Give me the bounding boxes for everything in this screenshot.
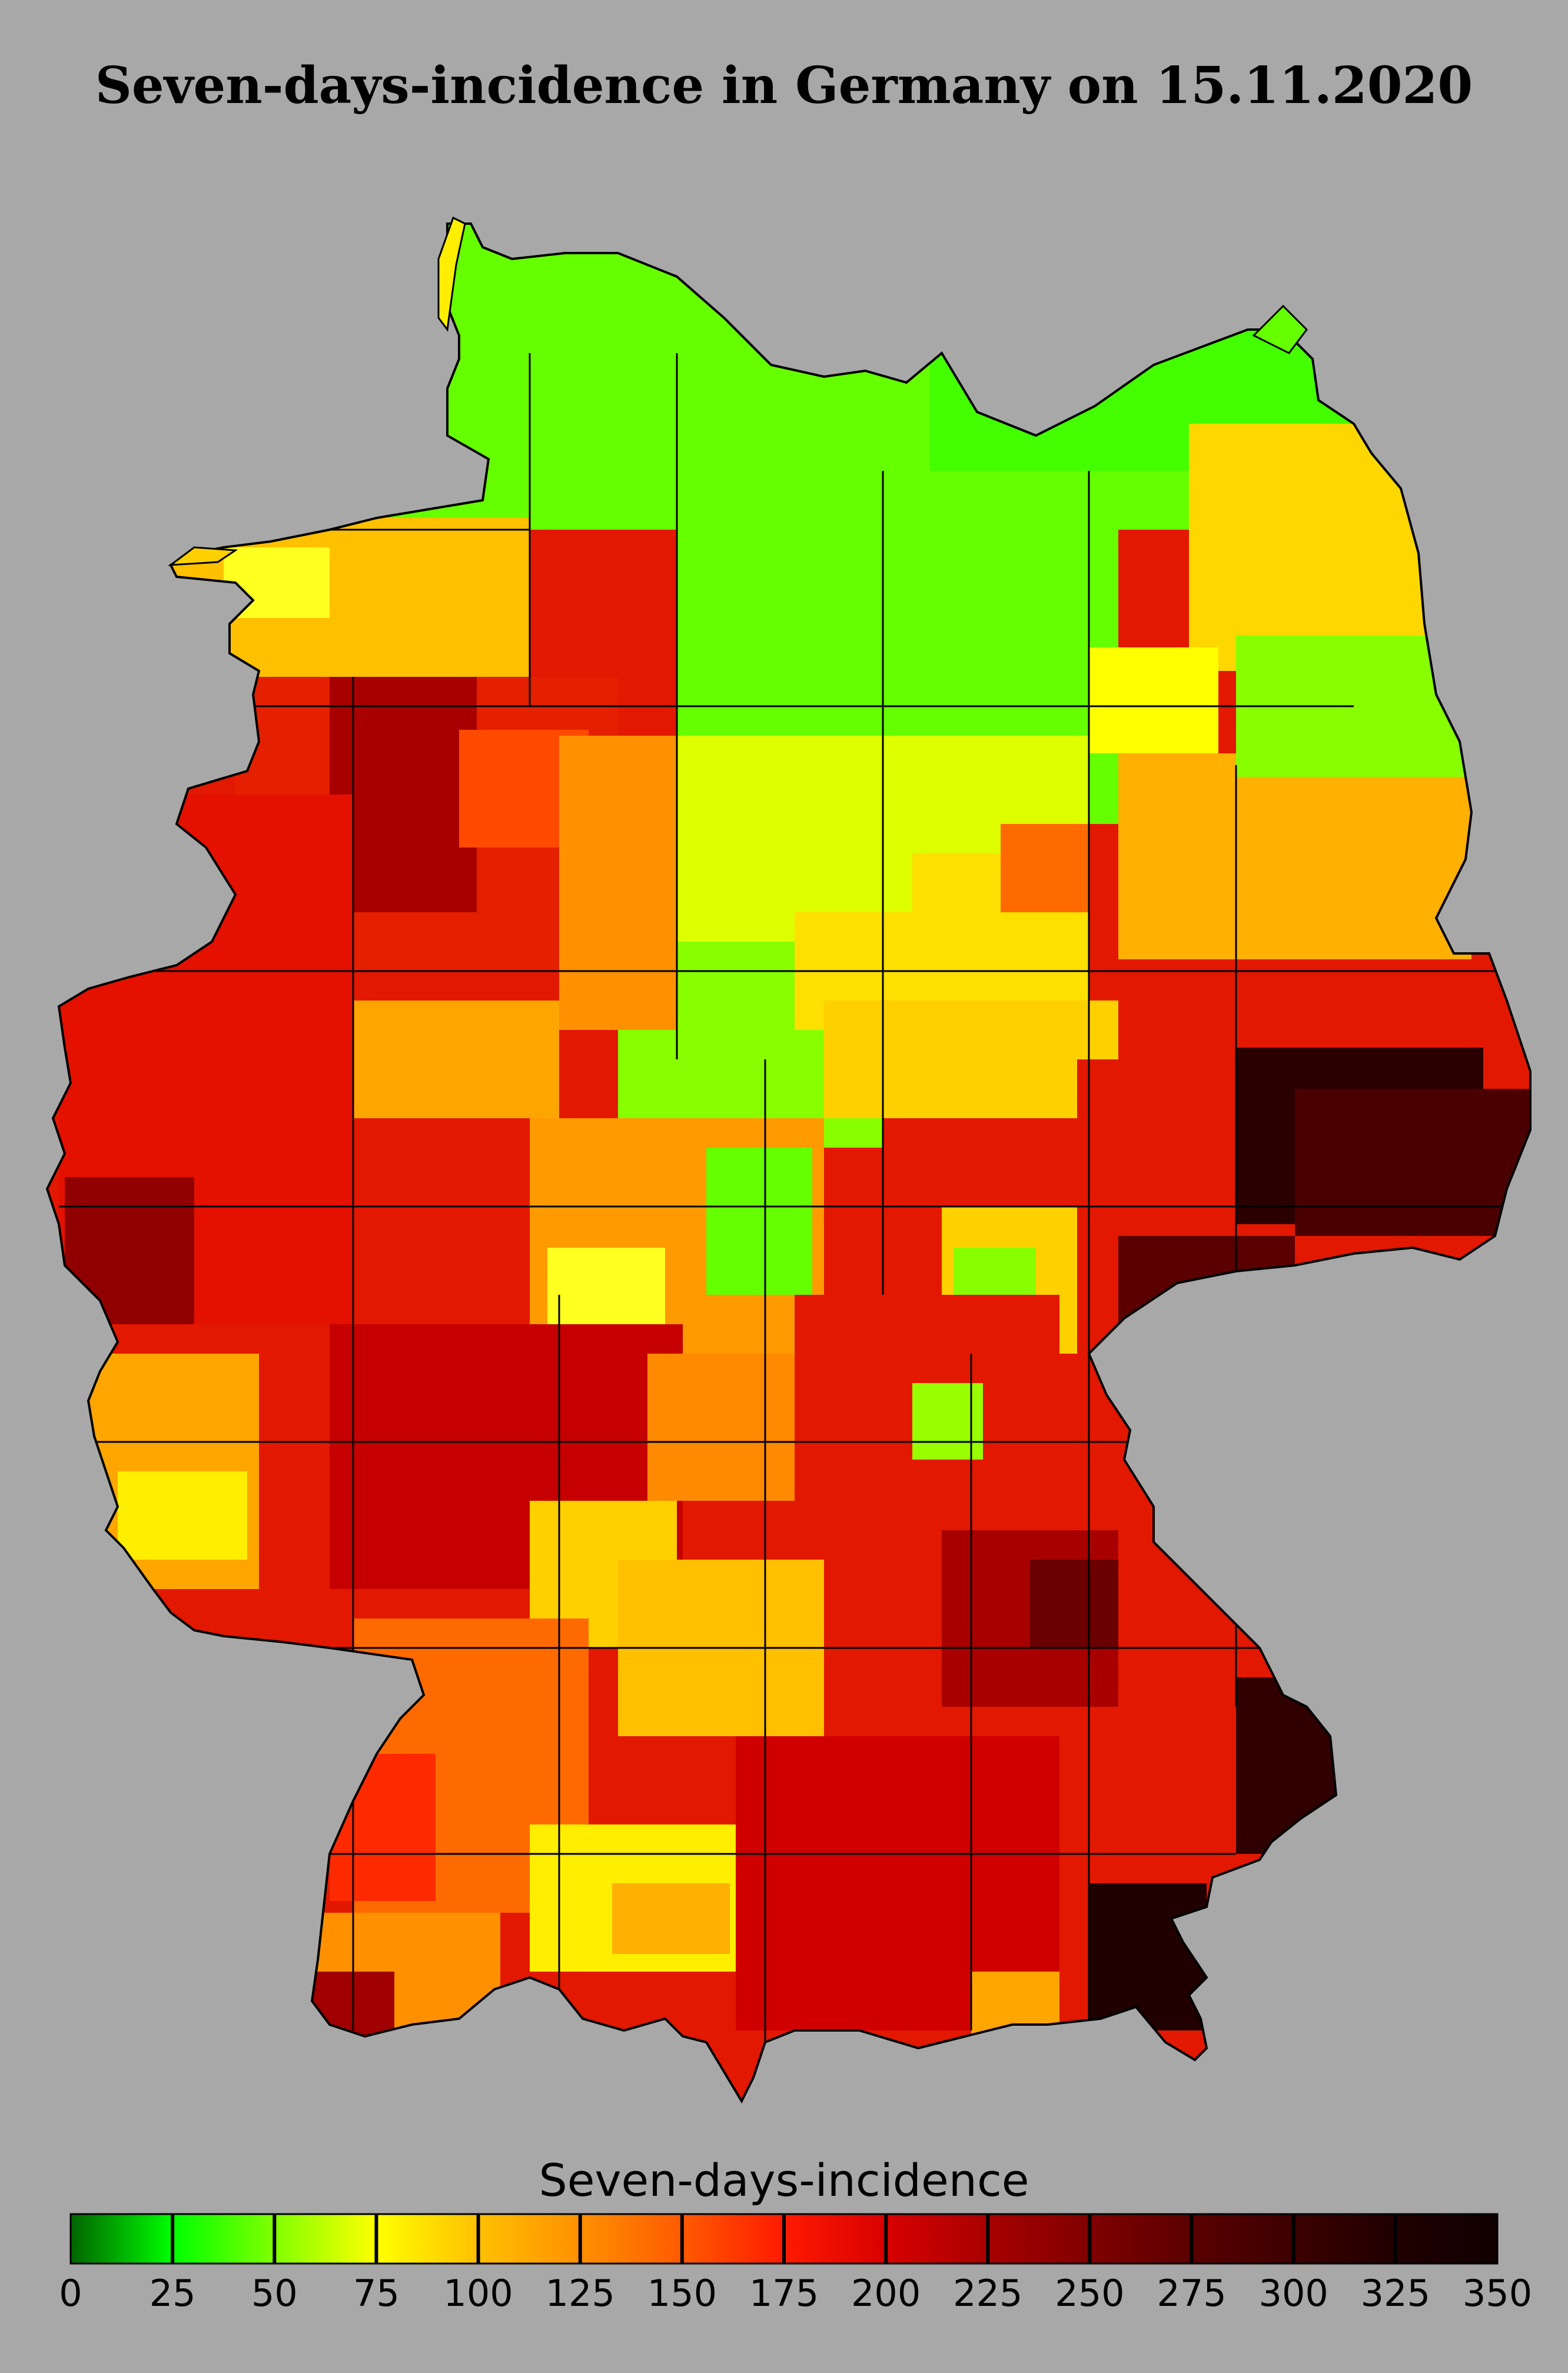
legend-tick-label: 300 <box>1259 2272 1328 2315</box>
legend-tick-label: 175 <box>749 2272 819 2315</box>
legend-tick-label: 325 <box>1361 2272 1430 2315</box>
legend-tick-label: 150 <box>647 2272 717 2315</box>
legend-tick-label: 225 <box>953 2272 1022 2315</box>
legend-tick-label: 350 <box>1463 2272 1532 2315</box>
legend-title: Seven-days-incidence <box>539 2154 1029 2206</box>
legend-tick-label: 75 <box>353 2272 400 2315</box>
legend-tick-label: 275 <box>1157 2272 1226 2315</box>
legend-tick-label: 200 <box>851 2272 921 2315</box>
legend-tick-label: 125 <box>546 2272 615 2315</box>
country-outline <box>45 222 1532 2104</box>
legend-ticks: 0 25 50 75 100 125 150 175 200 225 250 275 300 325 350 <box>59 2214 1532 2315</box>
legend-tick-label: 0 <box>59 2272 82 2315</box>
legend-tick-label: 25 <box>150 2272 196 2315</box>
island-ruegen <box>1252 304 1308 354</box>
legend-tick-label: 50 <box>251 2272 298 2315</box>
legend-tick-label: 100 <box>443 2272 513 2315</box>
island-sylt <box>437 216 466 332</box>
district-borders <box>59 353 1530 2089</box>
island-east-frisian <box>168 546 238 566</box>
map-title: Seven-days-incidence in Germany on 15.11… <box>95 56 1473 115</box>
legend-tick-label: 250 <box>1055 2272 1124 2315</box>
